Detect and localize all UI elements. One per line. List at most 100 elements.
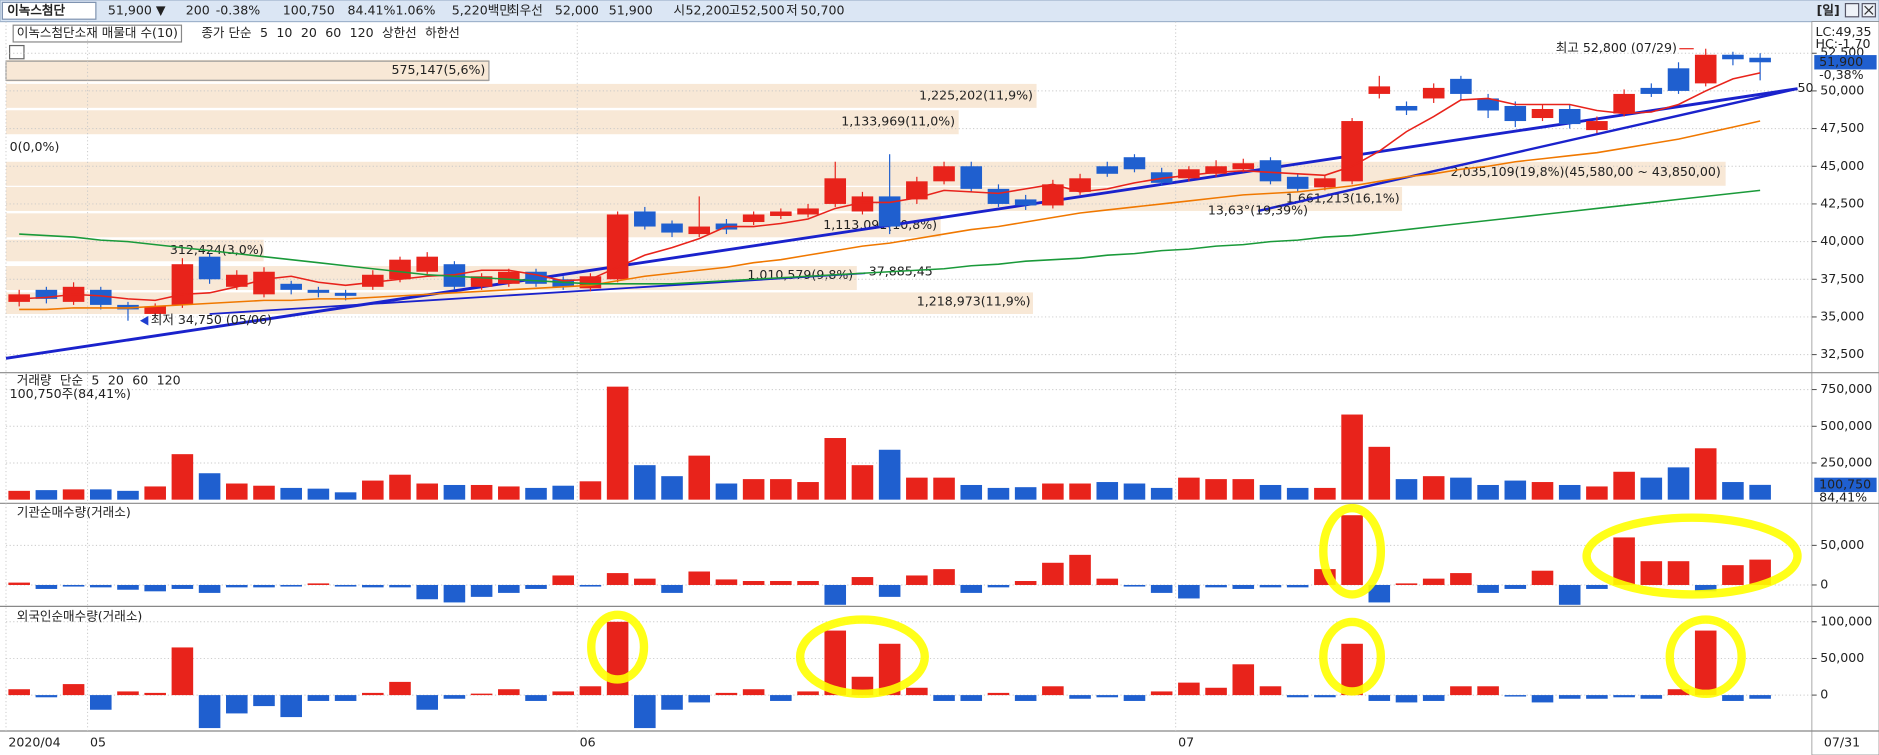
- bar: [89, 489, 112, 500]
- candle-body: [688, 226, 711, 235]
- hc-label: HC:-1,70: [1815, 36, 1870, 51]
- window-buttons[interactable]: [1844, 3, 1877, 18]
- y-tick-label: 750,000: [1820, 381, 1872, 396]
- candle-body: [878, 196, 901, 227]
- candle-body: [198, 256, 221, 280]
- bar: [1205, 584, 1227, 588]
- y-tick-label: 250,000: [1820, 454, 1872, 469]
- x-tick-label: 07: [1178, 734, 1194, 749]
- bar: [443, 484, 466, 500]
- bar: [1096, 482, 1119, 500]
- highlight-circle: [587, 610, 649, 684]
- candle-body: [606, 214, 629, 280]
- header-field: 100,750: [283, 2, 335, 17]
- bar: [552, 575, 575, 585]
- high-label: 최고 52,800 (07/29): [1556, 40, 1677, 55]
- bar: [253, 584, 275, 588]
- candle-body: [253, 271, 275, 295]
- candle-body: [851, 196, 874, 212]
- candle-body: [416, 256, 438, 272]
- legend-entry: 하한선: [425, 25, 460, 40]
- highlight-circle: [1319, 617, 1386, 696]
- bar: [1368, 446, 1391, 500]
- period-label[interactable]: [일]: [1817, 2, 1840, 17]
- candle-body: [906, 181, 928, 200]
- y-tick-label: 0: [1820, 576, 1828, 591]
- candle-body: [742, 214, 765, 223]
- candle-body: [1531, 108, 1554, 119]
- bar: [987, 692, 1010, 696]
- volume-profile-band: [5, 213, 941, 238]
- bar: [552, 485, 575, 500]
- bar: [1640, 561, 1663, 585]
- bar: [1422, 578, 1445, 585]
- volume-profile-band: [5, 186, 1403, 211]
- bar: [35, 584, 58, 589]
- bar: [1314, 695, 1336, 698]
- bar: [1586, 486, 1608, 500]
- bar: [389, 474, 411, 500]
- header-field: 52,200: [685, 2, 729, 17]
- bar: [1613, 695, 1635, 698]
- volume-profile-label: 0(0,0%): [10, 139, 60, 154]
- header-field: 51,900 ▼: [108, 2, 166, 17]
- bar: [1504, 695, 1527, 697]
- volume-profile-label: 1,661,213(16,1%): [1286, 190, 1400, 205]
- bar: [878, 643, 901, 696]
- y-tick-label: 50,000: [1820, 650, 1864, 665]
- candle-body: [280, 283, 302, 290]
- bar: [1694, 448, 1717, 500]
- header-field: -0.38%: [216, 2, 261, 17]
- bar: [1667, 689, 1690, 696]
- highlight-circle: [1582, 513, 1802, 599]
- bar: [443, 695, 466, 699]
- y-tick-label: 40,000: [1820, 233, 1864, 248]
- bar: [1722, 695, 1744, 701]
- highlight-circle: [1319, 503, 1386, 599]
- bar: [1558, 695, 1581, 699]
- volume-profile-label: 1,218,973(11,9%): [917, 294, 1031, 309]
- header-field: 51,900: [609, 2, 653, 17]
- bar: [498, 689, 520, 696]
- low-label: 최저 34,750 (05/06): [151, 312, 272, 327]
- bar: [198, 473, 221, 500]
- header-bar: [0, 0, 1879, 23]
- bar: [606, 621, 629, 696]
- candle-body: [1613, 93, 1635, 114]
- bar: [525, 487, 547, 500]
- moving-average-line: [19, 120, 1761, 311]
- bar: [1722, 482, 1744, 500]
- y-tick-label: 35,000: [1820, 308, 1864, 323]
- candle-body: [1096, 166, 1119, 174]
- bar: [1178, 682, 1200, 696]
- change-label: -0,38%: [1819, 67, 1864, 82]
- legend-entry: 120: [350, 25, 374, 40]
- bar: [1640, 477, 1663, 500]
- bar: [226, 483, 248, 500]
- x-tick-label: 07/31: [1824, 734, 1860, 749]
- bar: [552, 691, 575, 696]
- bar: [62, 489, 85, 500]
- bar: [362, 692, 384, 696]
- candle-body: [1341, 121, 1363, 182]
- legend-entry: 60: [325, 25, 341, 40]
- bar: [1368, 695, 1391, 701]
- bar: [334, 695, 357, 701]
- header-field: 52,500: [741, 2, 785, 17]
- bar: [1069, 695, 1091, 699]
- volume-profile-band: [5, 59, 489, 82]
- header-field: 저: [786, 2, 798, 17]
- candle-body: [1749, 57, 1771, 63]
- bar: [117, 490, 139, 500]
- candle-body: [634, 211, 656, 227]
- button[interactable]: [1844, 3, 1860, 18]
- bar: [797, 581, 819, 585]
- bar: [1477, 584, 1499, 593]
- panel-icon[interactable]: [8, 44, 25, 60]
- bar: [362, 584, 384, 588]
- bar: [1586, 695, 1608, 699]
- trend-label: 50: [1798, 80, 1814, 95]
- bar: [334, 492, 357, 500]
- x-tick-label: 06: [580, 734, 596, 749]
- header-field: 고: [729, 2, 741, 17]
